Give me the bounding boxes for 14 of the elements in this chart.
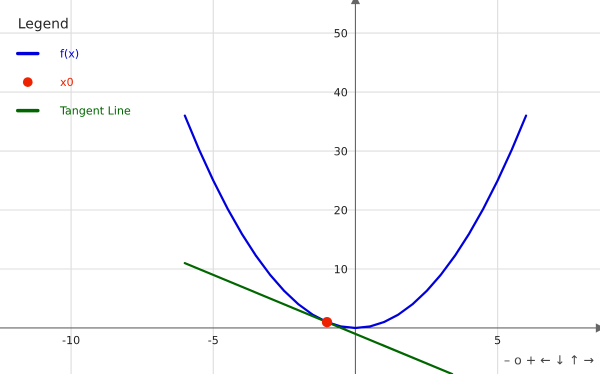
x-tick-label: 5 [494,336,500,344]
legend-title: Legend [19,18,68,32]
x-tick-label: -10 [62,336,80,344]
annotation: – o + ← ↓ ↑ → [504,355,594,365]
legend-label: f(x) [60,48,78,59]
y-tick-label: 30 [334,146,348,156]
text: x0 [60,78,73,86]
y-tick-label: 10 [334,264,348,274]
line-series [184,114,528,330]
y-tick-label: 50 [334,29,348,38]
x-tick-label: -5 [208,336,218,344]
y-tick-label: 40 [334,88,348,96]
legend-label: Tangent Line [60,106,130,117]
y-tick-label: 20 [334,206,348,214]
